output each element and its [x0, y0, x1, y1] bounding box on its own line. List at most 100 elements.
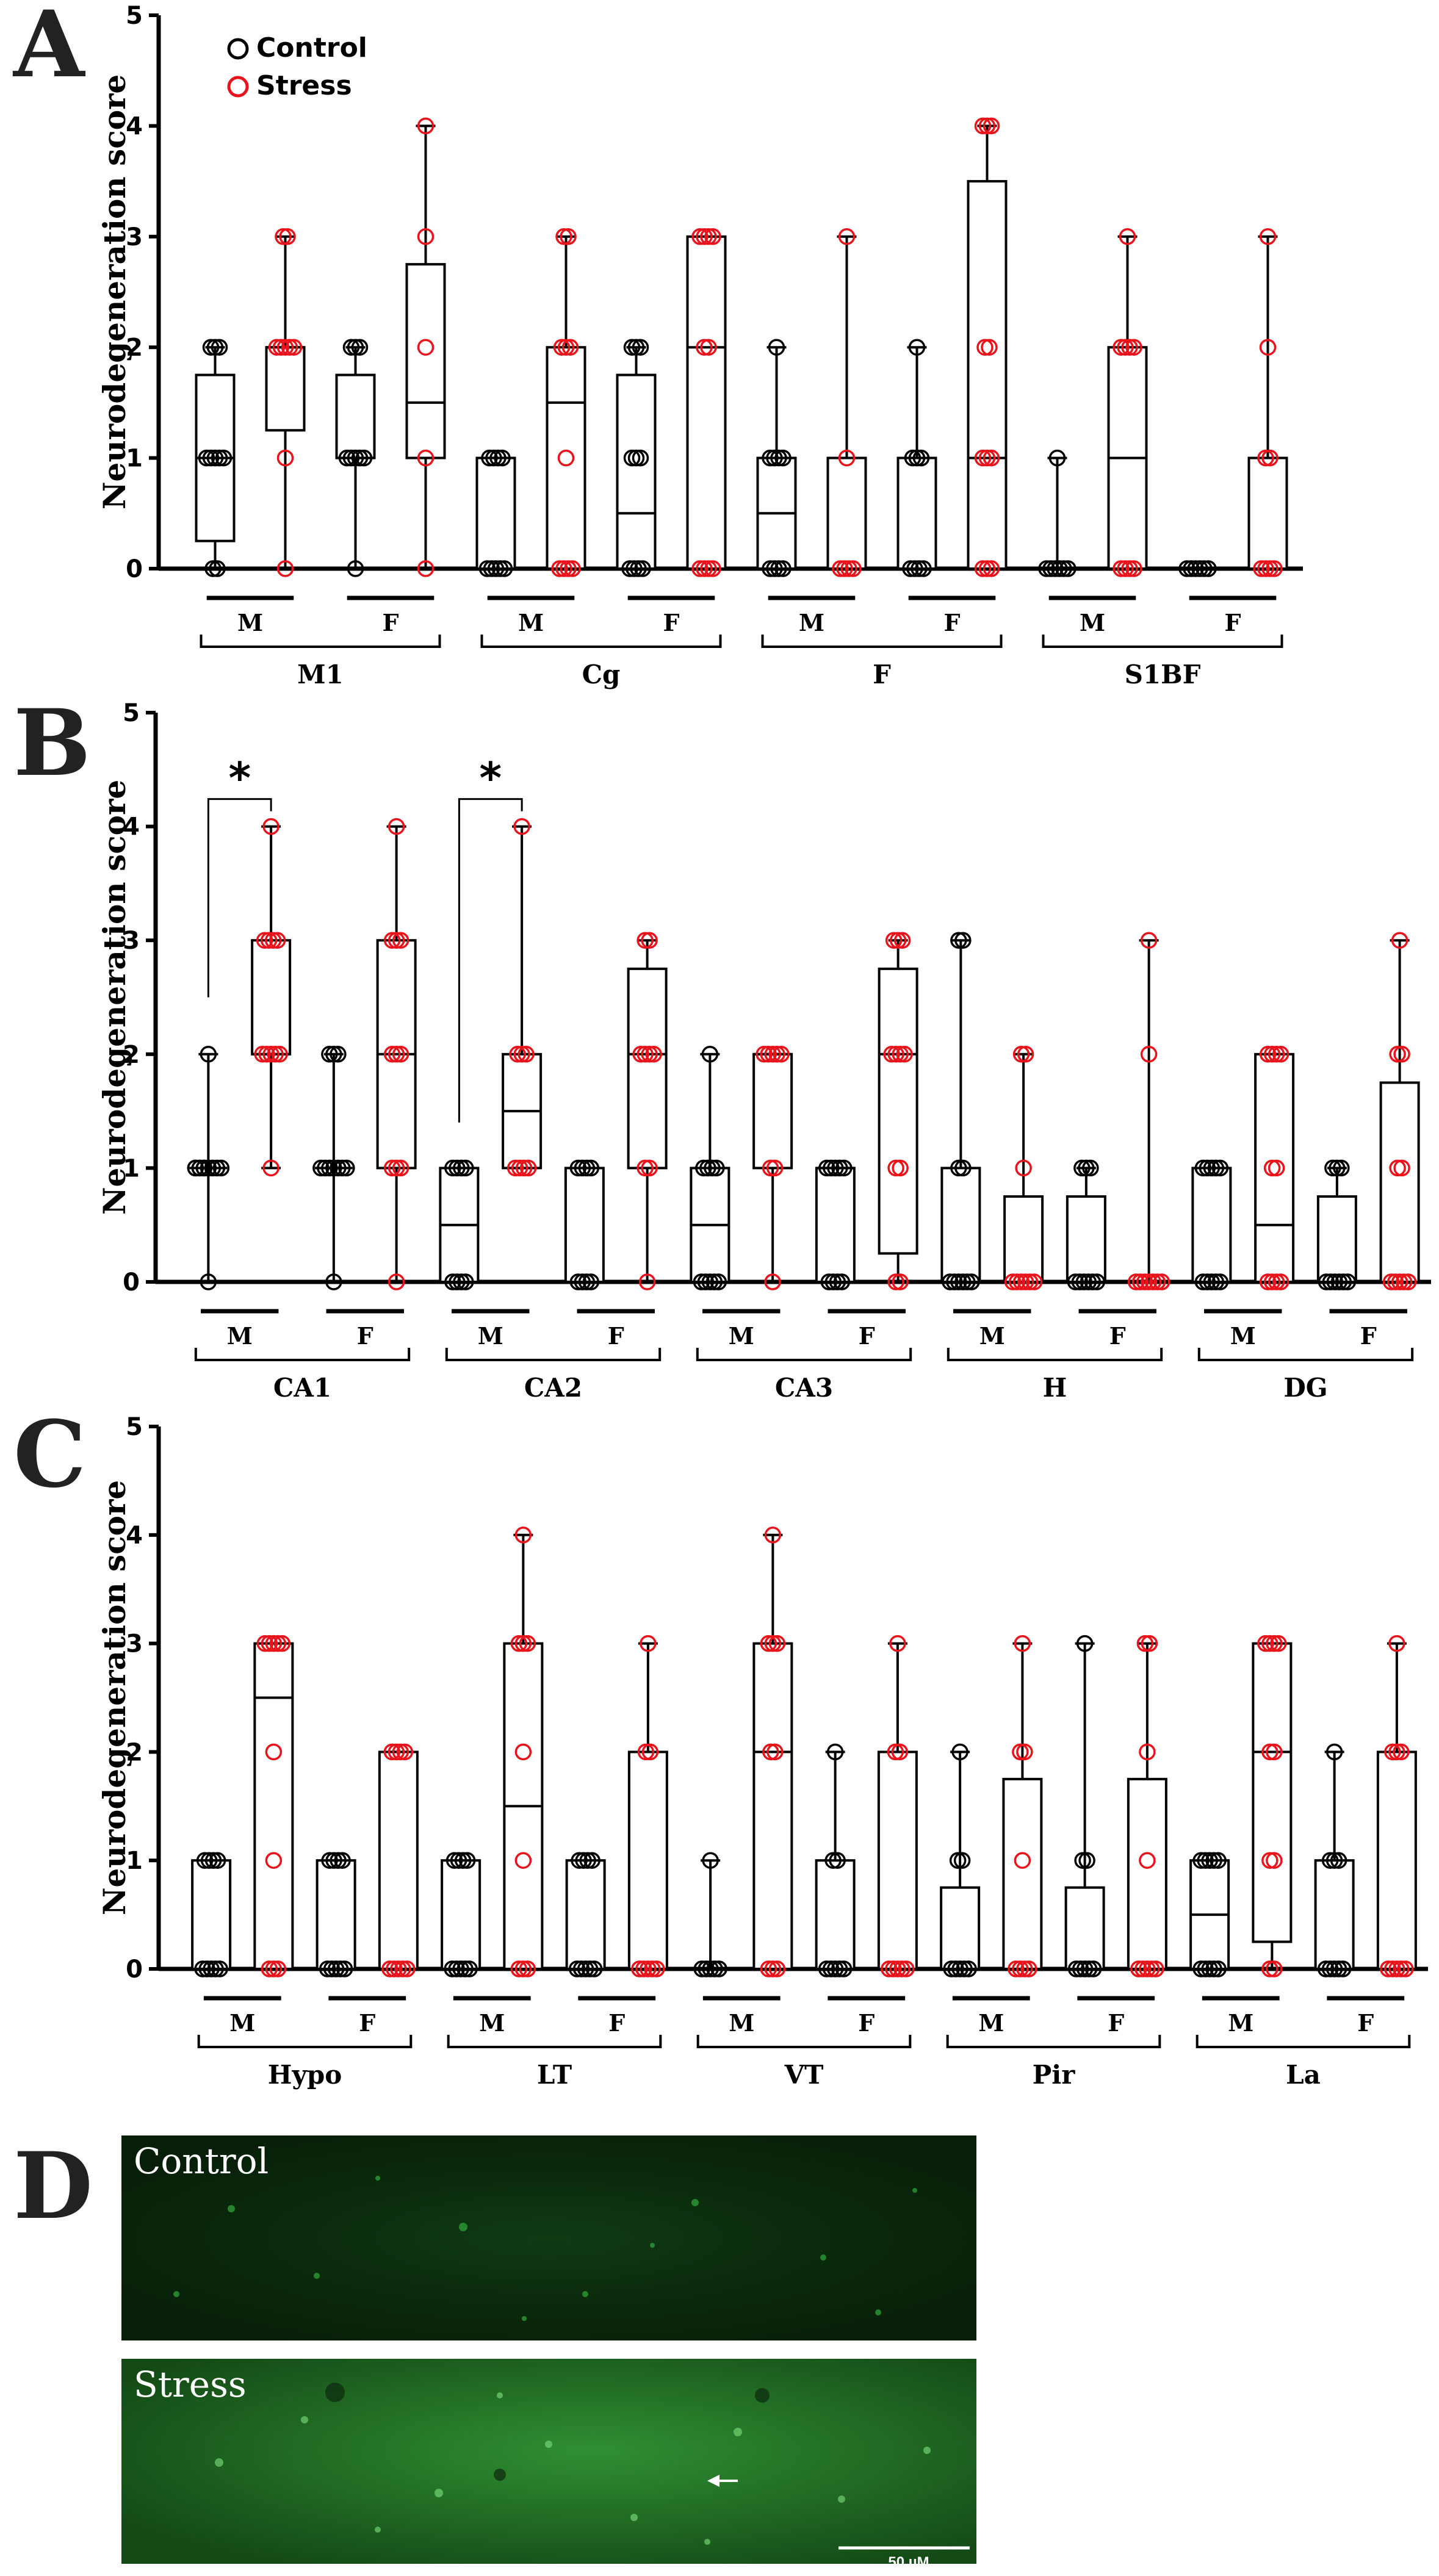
y-tick-label: 4 — [126, 1522, 143, 1550]
data-point — [696, 560, 713, 577]
data-point — [1042, 560, 1059, 577]
region-label: F — [873, 660, 891, 689]
data-point — [954, 932, 972, 949]
micrograph-stress: Stress 50 µM — [121, 2359, 976, 2564]
data-point — [892, 1046, 909, 1063]
box-iqr — [475, 456, 516, 570]
data-point — [818, 1159, 835, 1177]
data-point — [209, 1852, 226, 1869]
data-point — [1125, 339, 1142, 356]
data-point — [338, 449, 356, 467]
data-point — [331, 1960, 349, 1977]
box-iqr — [1002, 1777, 1043, 1971]
data-point — [904, 449, 921, 467]
data-point — [355, 449, 373, 467]
box-pir-f-stress — [1127, 1635, 1167, 1977]
significance-marker: * — [479, 754, 502, 804]
box-iqr — [877, 1750, 918, 1970]
box-iqr — [752, 1642, 793, 1971]
data-point — [561, 339, 579, 356]
data-point — [831, 1960, 848, 1977]
data-point — [1088, 1273, 1106, 1290]
data-point — [911, 560, 928, 577]
box-s1bf-m-control — [1038, 449, 1077, 577]
data-point — [956, 1960, 973, 1977]
data-point — [1261, 1635, 1279, 1652]
box-iqr — [546, 346, 586, 570]
sex-label: M — [1230, 1322, 1256, 1350]
data-point — [1074, 1852, 1091, 1869]
data-point — [845, 560, 862, 577]
box-cg-f-control — [616, 339, 657, 577]
box-m1-f-control — [335, 339, 376, 577]
box-iqr — [1191, 1167, 1232, 1284]
box-iqr — [1003, 1195, 1044, 1284]
box-h-f-stress — [1127, 932, 1170, 1290]
box-f-m-stress — [826, 228, 867, 577]
box-iqr — [1252, 1642, 1293, 1943]
data-point — [1399, 1273, 1417, 1290]
sex-label: M — [518, 609, 544, 636]
data-point — [1117, 339, 1134, 356]
data-point — [1016, 1743, 1033, 1761]
data-point — [1317, 1960, 1335, 1977]
data-point — [949, 1852, 967, 1869]
data-point — [1121, 339, 1138, 356]
data-point — [1147, 1960, 1164, 1977]
data-point — [453, 1159, 470, 1177]
region-bracket — [696, 1348, 912, 1361]
region-label: H — [1043, 1373, 1067, 1403]
data-point — [770, 560, 787, 577]
data-point — [202, 449, 220, 467]
data-point — [1395, 1273, 1413, 1290]
data-point — [445, 1852, 463, 1869]
data-point — [1014, 1635, 1031, 1652]
data-point — [553, 339, 571, 356]
data-point — [1326, 1273, 1344, 1290]
data-point — [338, 1159, 355, 1177]
significance-bracket — [207, 798, 272, 998]
box-m1-f-stress — [405, 117, 446, 577]
data-point — [1321, 1960, 1339, 1977]
data-point — [519, 1960, 536, 1977]
data-point — [1140, 932, 1158, 949]
data-point — [764, 1635, 782, 1652]
data-point — [1266, 1635, 1283, 1652]
y-axis-label: Neurodegeneration score — [96, 780, 132, 1215]
data-point — [1012, 1960, 1029, 1977]
data-point — [204, 1852, 222, 1869]
data-point — [1127, 1273, 1145, 1290]
data-point — [641, 1743, 659, 1761]
micrograph-control-label: Control — [134, 2140, 269, 2182]
data-point — [458, 1852, 476, 1869]
data-point — [452, 1960, 469, 1977]
data-point — [1136, 1635, 1154, 1652]
data-point — [701, 1046, 719, 1063]
data-point — [885, 1960, 902, 1977]
data-point — [1325, 1960, 1343, 1977]
data-point — [1321, 1852, 1339, 1869]
data-point — [327, 1960, 345, 1977]
region-label: CA2 — [524, 1373, 582, 1403]
data-point — [826, 1960, 844, 1977]
data-point — [1139, 1960, 1156, 1977]
region-bracket — [1197, 1348, 1414, 1361]
data-point — [1192, 1960, 1210, 1977]
data-point — [1194, 1273, 1212, 1290]
data-point — [381, 1960, 399, 1977]
data-point — [1047, 560, 1064, 577]
data-point — [203, 1960, 220, 1977]
data-point — [518, 1046, 535, 1063]
data-point — [950, 932, 967, 949]
data-point — [1330, 1960, 1347, 1977]
data-point — [1263, 1273, 1281, 1290]
box-iqr — [627, 1750, 668, 1970]
region-label: DG — [1283, 1373, 1327, 1403]
data-point — [1139, 1852, 1156, 1869]
data-point — [1017, 1273, 1034, 1290]
data-point — [262, 818, 280, 835]
data-point — [833, 1273, 851, 1290]
data-point — [390, 1960, 407, 1977]
data-point — [583, 1852, 600, 1869]
sex-label: M — [478, 1322, 503, 1350]
